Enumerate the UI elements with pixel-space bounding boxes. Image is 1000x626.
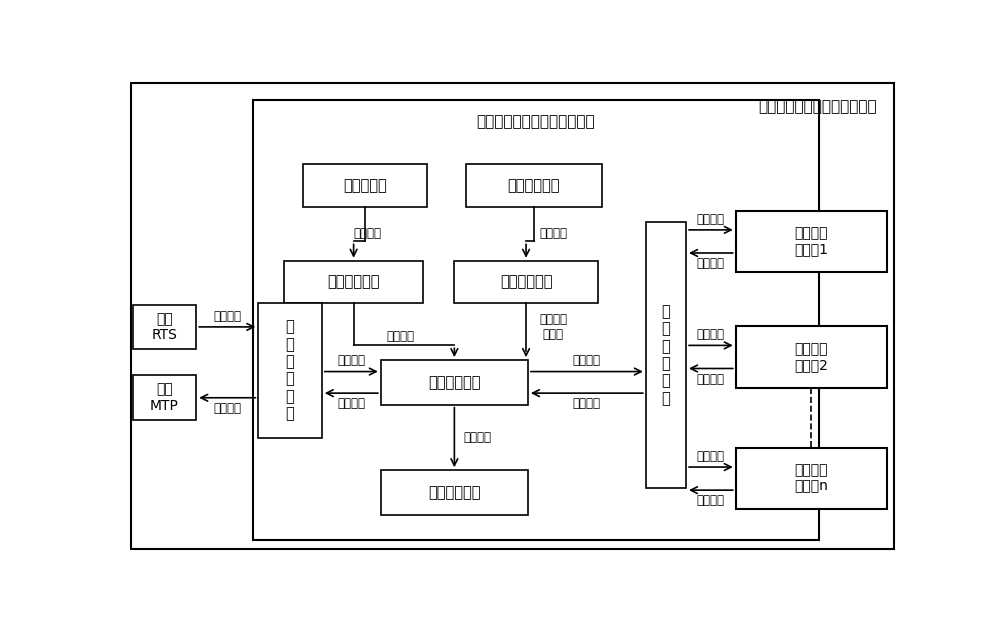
Text: 测试实施模块: 测试实施模块 [428,375,481,390]
Text: 参数表等: 参数表等 [353,227,381,240]
Text: 遥控指令: 遥控指令 [213,402,241,415]
Text: 总控
MTP: 总控 MTP [150,382,179,413]
Text: 控制指令: 控制指令 [697,213,725,225]
Text: 数据库模块: 数据库模块 [343,178,387,193]
Text: 测试表格
化文件: 测试表格 化文件 [539,313,567,341]
Bar [646,222,686,488]
Text: 文件设计模块: 文件设计模块 [500,274,552,289]
Text: 测试结果: 测试结果 [464,431,492,444]
Text: 测试数据: 测试数据 [573,398,601,411]
Text: 测试数据: 测试数据 [697,257,725,270]
Bar [303,165,427,207]
Text: 卫星低频接口自动化测试系统: 卫星低频接口自动化测试系统 [758,99,877,114]
Text: 接口自动
测试仪n: 接口自动 测试仪n [794,463,828,494]
Text: 测试数据: 测试数据 [697,372,725,386]
Text: 流程设计模块: 流程设计模块 [327,274,380,289]
Text: 控制指令: 控制指令 [573,354,601,367]
Text: 接口自动
测试仪2: 接口自动 测试仪2 [794,342,828,372]
Bar [133,305,196,349]
Text: 模板设计模块: 模板设计模块 [508,178,560,193]
Bar [253,100,819,540]
Text: 测试流程: 测试流程 [386,330,414,342]
Bar [454,260,598,303]
Bar [258,303,322,438]
Text: 遥控指令: 遥控指令 [337,398,365,411]
Text: 总
控
接
口
模
块: 总 控 接 口 模 块 [286,319,294,421]
Bar [133,376,196,420]
Text: 遥测数据: 遥测数据 [213,310,241,322]
Bar [736,210,887,272]
Bar [466,165,602,207]
Bar [381,470,528,515]
Bar [736,326,887,387]
Text: 硬
件
接
口
模
块: 硬 件 接 口 模 块 [662,304,670,406]
Text: 控制指令: 控制指令 [697,449,725,463]
Text: 测试数据: 测试数据 [337,354,365,367]
Bar [284,260,423,303]
Bar [381,360,528,404]
Text: 文件模板: 文件模板 [539,227,567,240]
Text: 控制指令: 控制指令 [697,328,725,341]
Text: 总控
RTS: 总控 RTS [152,312,177,342]
Bar [736,448,887,510]
Text: 卫星低频接口自动化测试平台: 卫星低频接口自动化测试平台 [476,115,595,130]
Text: 结果管理模块: 结果管理模块 [428,485,481,500]
Text: 接口自动
测试仪1: 接口自动 测试仪1 [794,227,828,257]
Text: 测试数据: 测试数据 [697,495,725,508]
